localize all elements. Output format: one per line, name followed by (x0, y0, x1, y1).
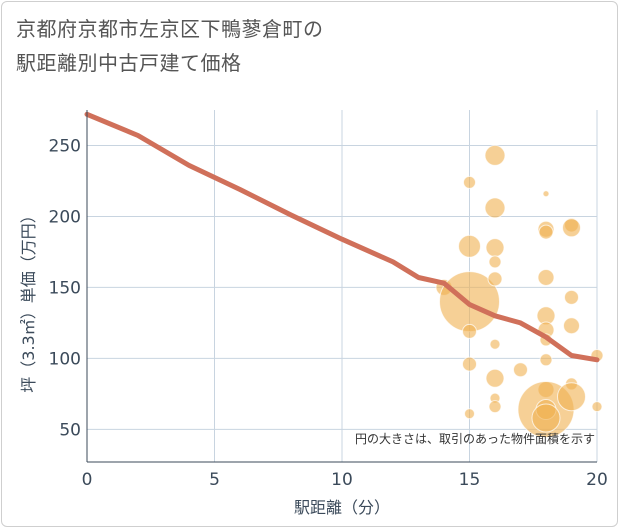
y-tick-label: 250 (49, 136, 81, 156)
scatter-point (537, 268, 555, 286)
y-tick-label: 100 (49, 349, 81, 369)
x-tick-label: 5 (209, 470, 220, 490)
bubble-layer (435, 144, 604, 438)
x-tick-label: 10 (331, 470, 353, 490)
scatter-point (591, 401, 603, 413)
scatter-point (464, 408, 475, 420)
scatter-point (542, 190, 550, 198)
y-tick-label: 200 (49, 207, 81, 227)
scatter-point (484, 197, 506, 219)
x-tick-label: 15 (459, 470, 481, 490)
scatter-point (462, 356, 477, 372)
scatter-point (539, 353, 553, 367)
scatter-point (485, 368, 505, 388)
trend-line (84, 111, 600, 363)
scatter-point (557, 382, 586, 412)
scatter-point (489, 338, 501, 350)
scatter-point (488, 255, 502, 269)
x-axis-title: 駅距離（分） (294, 498, 390, 517)
scatter-point (562, 218, 581, 238)
scatter-point (463, 175, 476, 189)
x-tick-label: 20 (586, 470, 608, 490)
scatter-point (531, 403, 561, 433)
scatter-point (484, 144, 506, 166)
scatter-point (563, 317, 580, 335)
scatter-point (462, 323, 477, 339)
scatter-point (564, 289, 579, 305)
chart-title-line-1: 京都府京都市左京区下鴨蓼倉町の (16, 17, 324, 41)
y-tick-label: 50 (59, 420, 81, 440)
scatter-point (513, 362, 528, 378)
axes-layer: 0 5 10 15 20 50 100 150 200 250 (49, 110, 608, 490)
scatter-point (485, 238, 505, 258)
scatter-point (458, 234, 481, 258)
chart-title: 京都府京都市左京区下鴨蓼倉町の 駅距離別中古戸建て価格 (16, 12, 576, 80)
scatter-point (488, 400, 502, 414)
y-axis-title: 坪（3.3㎡）単価（万円） (19, 207, 38, 392)
trend-layer (84, 111, 600, 363)
scatter-point (487, 271, 503, 287)
x-tick-label: 0 (82, 470, 93, 490)
chart-title-line-2: 駅距離別中古戸建て価格 (16, 51, 242, 75)
y-tick-label: 150 (49, 278, 81, 298)
scatter-point (538, 224, 554, 240)
size-legend-note: 円の大きさは、取引のあった物件面積を示す (355, 431, 595, 446)
